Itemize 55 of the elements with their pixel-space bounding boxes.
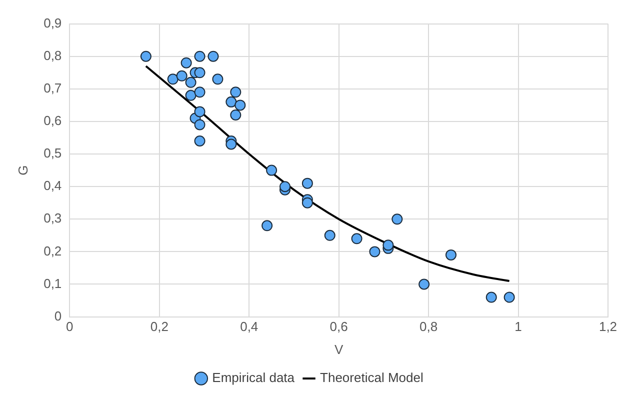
point	[194, 119, 206, 130]
point	[140, 50, 152, 62]
point	[445, 249, 456, 260]
point	[208, 50, 219, 62]
x-tick-label: 0,6	[330, 319, 348, 334]
x-tick-label: 0,4	[240, 319, 258, 334]
point	[194, 86, 206, 98]
point	[185, 76, 196, 88]
point	[302, 197, 313, 208]
y-tick-label: 0,1	[44, 276, 62, 291]
y-tick-label: 0,6	[44, 113, 62, 128]
point	[194, 67, 206, 78]
y-tick-label: 0,2	[44, 243, 62, 258]
point	[226, 96, 237, 108]
point	[266, 164, 278, 176]
x-tick-label: 1,2	[598, 319, 618, 334]
point	[234, 100, 246, 111]
point	[262, 220, 273, 232]
point	[392, 214, 403, 225]
point	[230, 109, 242, 120]
legend-label: Theoretical Model	[320, 370, 424, 386]
y-tick-label: 0,8	[44, 48, 62, 63]
y-tick-label: 0	[54, 308, 62, 324]
y-axis-title: G	[15, 165, 30, 176]
legend-label: Empirical data	[212, 370, 296, 386]
y-tick-label: 0,9	[44, 15, 62, 30]
point	[324, 230, 336, 241]
y-tick-label: 0,3	[44, 210, 62, 226]
point	[212, 74, 224, 85]
point	[194, 106, 206, 118]
x-tick-label: 0,2	[150, 319, 168, 334]
x-tick-label: 0,8	[420, 319, 438, 334]
point	[369, 246, 380, 258]
x-tick-label: 0	[66, 319, 74, 334]
point	[185, 90, 196, 101]
point	[382, 240, 394, 251]
point	[226, 138, 237, 150]
y-tick-label: 0,4	[44, 178, 62, 194]
point	[167, 74, 178, 85]
point	[504, 292, 515, 303]
point	[176, 70, 188, 82]
point	[180, 57, 192, 68]
x-axis-title: V	[334, 342, 344, 357]
point	[351, 233, 362, 244]
point	[302, 178, 313, 189]
x-tick-label: 1	[514, 319, 522, 334]
y-tick-label: 0,5	[44, 146, 62, 161]
y-tick-label: 0,7	[44, 80, 62, 96]
point	[194, 50, 206, 62]
point	[486, 292, 497, 303]
point	[418, 278, 430, 290]
line-series	[144, 65, 510, 282]
point	[280, 181, 291, 192]
point	[194, 136, 206, 146]
point	[230, 86, 242, 98]
